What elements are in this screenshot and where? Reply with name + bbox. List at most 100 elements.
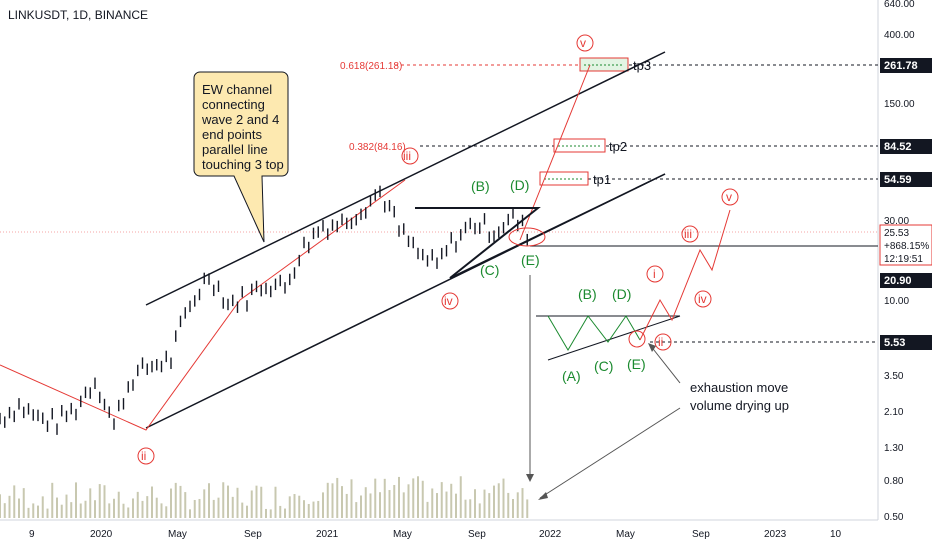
volume-bar xyxy=(27,507,30,518)
volume-bar xyxy=(364,487,367,518)
volume-bar xyxy=(274,486,277,518)
volume-bar xyxy=(398,476,400,518)
volume-bar xyxy=(512,499,514,518)
volume-bar xyxy=(488,493,491,518)
volume-bar xyxy=(113,498,115,518)
volume-bar xyxy=(350,479,353,518)
volume-bar xyxy=(379,492,381,518)
volume-bar xyxy=(184,492,187,518)
x-tick: Sep xyxy=(468,529,486,540)
svg-text:12:19:51: 12:19:51 xyxy=(884,254,923,265)
volume-bar xyxy=(132,498,134,518)
volume-bar xyxy=(189,509,191,518)
x-tick: 2020 xyxy=(90,529,113,540)
volume-bar xyxy=(407,484,410,518)
x-tick: May xyxy=(393,529,412,540)
volume-bar xyxy=(455,493,457,518)
svg-text:54.59: 54.59 xyxy=(884,174,912,186)
wave-label: iv xyxy=(444,294,453,308)
volume-bar xyxy=(75,482,77,518)
volume-bar xyxy=(51,482,54,518)
volume-bar xyxy=(388,490,391,518)
volume-bar xyxy=(450,483,453,518)
proj-label: (E) xyxy=(627,356,646,372)
callout-line: EW channel xyxy=(202,82,272,97)
wave-label: iii xyxy=(403,149,411,163)
volume-bar xyxy=(360,495,362,518)
y-tick: 0.80 xyxy=(884,476,904,487)
svg-text:5.53: 5.53 xyxy=(884,337,905,349)
x-tick: May xyxy=(616,529,635,540)
callout-line: end points xyxy=(202,127,262,142)
x-tick: May xyxy=(168,529,187,540)
callout-box xyxy=(193,71,289,243)
volume-bars xyxy=(0,476,529,518)
volume-bar xyxy=(32,503,35,518)
highlight-ellipse xyxy=(508,227,546,247)
volume-bar xyxy=(493,485,495,518)
volume-bar xyxy=(165,506,168,518)
price-label: 54.59 xyxy=(880,172,932,187)
volume-bar xyxy=(246,505,248,518)
svg-text:20.90: 20.90 xyxy=(884,275,912,287)
volume-bar xyxy=(288,496,291,518)
wave-label: v xyxy=(580,36,586,50)
volume-bar xyxy=(341,486,343,518)
volume-bar xyxy=(260,486,263,518)
volume-bar xyxy=(79,503,82,518)
proj-label: (D) xyxy=(612,286,631,302)
volume-bar xyxy=(502,478,505,518)
proj-label: iii xyxy=(684,227,692,241)
y-tick: 150.00 xyxy=(884,99,915,110)
x-tick: 9 xyxy=(29,529,35,540)
volume-bar xyxy=(198,498,201,518)
projection-impulse xyxy=(639,209,731,341)
wave-circle xyxy=(401,147,419,165)
channel-mid xyxy=(449,173,666,279)
price-label: 5.53 xyxy=(880,335,932,350)
wave-circle xyxy=(441,292,459,310)
volume-bar xyxy=(317,500,320,518)
tp2-label: tp2 xyxy=(609,139,627,154)
volume-bar xyxy=(84,500,87,518)
volume-bar xyxy=(421,480,424,518)
svg-text:+868.15%: +868.15% xyxy=(884,241,929,252)
x-tick: 2022 xyxy=(539,529,562,540)
svg-text:261.78: 261.78 xyxy=(884,60,918,72)
volume-bar xyxy=(250,490,253,518)
volume-bar xyxy=(65,494,68,518)
callout-line: parallel line xyxy=(202,142,268,157)
volume-bar xyxy=(478,503,481,518)
volume-bar xyxy=(269,509,272,518)
x-tick: Sep xyxy=(244,529,262,540)
y-tick: 0.50 xyxy=(884,512,904,523)
wave-label: ii xyxy=(141,449,146,463)
y-tick: 1.30 xyxy=(884,443,904,454)
volume-bar xyxy=(526,499,529,518)
y-tick: 2.10 xyxy=(884,407,904,418)
volume-bar xyxy=(222,482,225,518)
volume-bar xyxy=(217,497,220,518)
volume-bar xyxy=(322,492,324,518)
volume-bar xyxy=(103,485,106,518)
volume-bar xyxy=(412,478,415,518)
volume-bar xyxy=(3,503,6,518)
wave-label: (B) xyxy=(471,178,490,194)
volume-bar xyxy=(98,484,101,518)
arrow-line xyxy=(649,344,681,384)
volume-bar xyxy=(37,505,39,518)
y-tick: 640.00 xyxy=(884,0,915,10)
volume-bar xyxy=(227,485,229,518)
volume-bar xyxy=(355,502,358,518)
volume-bar xyxy=(326,482,329,518)
y-tick: 400.00 xyxy=(884,30,915,41)
volume-bar xyxy=(141,500,144,518)
volume-bar xyxy=(22,488,25,518)
volume-bar xyxy=(255,485,258,518)
volume-bar xyxy=(146,496,149,518)
volume-bar xyxy=(298,495,301,518)
volume-bar xyxy=(383,478,386,518)
y-axis: 640.00 400.00 150.00 30.00 10.00 3.50 2.… xyxy=(884,0,915,523)
volume-bar xyxy=(474,489,476,518)
